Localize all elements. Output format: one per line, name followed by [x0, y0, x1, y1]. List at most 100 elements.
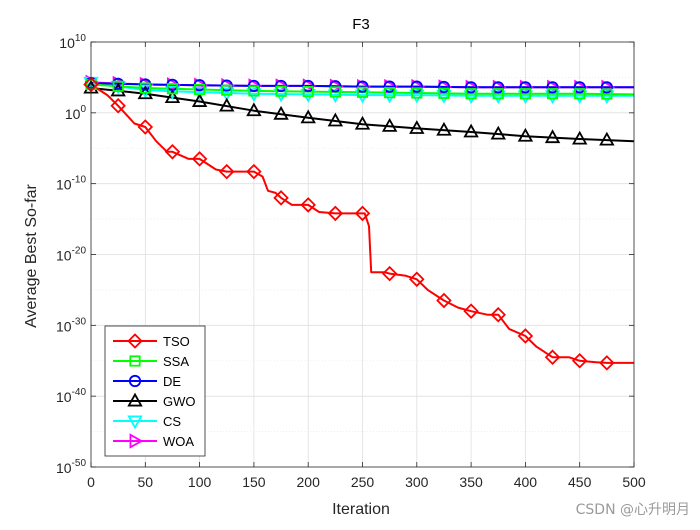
y-tick-label-exponent: -20: [72, 246, 87, 257]
marker-tso: [273, 190, 289, 206]
marker-gwo: [381, 117, 398, 132]
y-tick-label-exponent: 0: [80, 104, 86, 115]
marker-ssa: [438, 87, 450, 99]
x-tick-label: 450: [568, 474, 592, 490]
watermark: CSDN @心升明月: [575, 502, 690, 518]
marker-tso: [571, 352, 588, 369]
marker-gwo: [517, 127, 534, 142]
marker-tso: [409, 271, 425, 288]
marker-gwo: [191, 93, 208, 107]
marker-de: [356, 80, 369, 93]
y-tick-label-base: 10: [56, 248, 72, 264]
y-tick-label-base: 10: [65, 106, 81, 122]
marker-ssa: [546, 88, 559, 100]
x-tick-label: 50: [138, 474, 154, 490]
marker-de: [302, 79, 315, 93]
marker-de: [573, 81, 586, 94]
marker-cs: [599, 90, 615, 105]
marker-cs: [544, 90, 561, 105]
marker-gwo: [110, 82, 126, 97]
marker-gwo: [544, 129, 561, 144]
marker-ssa: [166, 83, 179, 95]
x-tick-label: 0: [87, 474, 95, 490]
marker-ssa: [139, 82, 151, 94]
marker-tso: [110, 97, 126, 114]
x-tick-label: 300: [405, 474, 429, 490]
y-tick-label-base: 10: [59, 35, 75, 51]
marker-de: [600, 81, 613, 94]
legend-item-de: DE: [113, 374, 181, 389]
marker-tso: [544, 349, 561, 365]
marker-cs: [571, 90, 588, 105]
marker-gwo: [463, 123, 479, 138]
marker-ssa: [465, 88, 477, 100]
series-markers: [83, 74, 616, 371]
legend-label: GWO: [163, 394, 196, 409]
marker-ssa: [356, 86, 369, 98]
legend-label: WOA: [163, 434, 194, 449]
y-tick-label-base: 10: [56, 460, 72, 476]
y-tick-label: 1010: [59, 33, 86, 51]
marker-cs: [164, 85, 181, 100]
marker-tso: [436, 292, 452, 309]
marker-tso: [218, 163, 235, 180]
legend-item-cs: CS: [113, 414, 181, 430]
marker-gwo: [409, 120, 425, 134]
marker-de: [492, 81, 505, 94]
marker-cs: [436, 90, 452, 104]
y-tick-label-base: 10: [56, 318, 72, 334]
x-tick-label: 200: [297, 474, 321, 490]
x-tick-label: 100: [188, 474, 212, 490]
y-tick-label-exponent: 10: [75, 33, 87, 44]
y-tick-label: 10-30: [56, 316, 86, 334]
series-line-gwo: [90, 87, 635, 143]
x-axis-label: Iteration: [332, 501, 390, 518]
marker-de: [410, 80, 423, 93]
legend-item-woa: WOA: [113, 433, 194, 449]
x-tick-label: 150: [242, 474, 266, 490]
marker-tso: [164, 144, 181, 160]
marker-ssa: [384, 87, 396, 99]
y-tick-label: 10-40: [56, 387, 86, 405]
marker-de: [437, 80, 451, 94]
marker-tso: [300, 197, 316, 213]
legend-marker-woa: [129, 433, 144, 449]
y-tick-label-exponent: -30: [72, 316, 87, 327]
marker-gwo: [164, 89, 181, 104]
marker-ssa: [329, 86, 341, 98]
legend-item-ssa: SSA: [113, 354, 189, 369]
y-tick-label: 10-10: [56, 175, 86, 193]
marker-gwo: [571, 130, 588, 145]
marker-gwo: [490, 125, 506, 140]
series-line-tso: [90, 83, 634, 364]
marker-tso: [381, 265, 398, 282]
marker-ssa: [519, 88, 531, 100]
marker-cs: [490, 90, 506, 105]
legend-box: [104, 325, 206, 457]
marker-tso: [490, 306, 507, 323]
x-tick-label: 250: [351, 474, 375, 490]
y-tick-label-base: 10: [56, 389, 72, 405]
marker-de: [519, 81, 532, 94]
marker-gwo: [436, 121, 452, 136]
marker-gwo: [327, 112, 344, 127]
marker-tso: [327, 205, 344, 222]
marker-tso: [137, 119, 154, 135]
x-tick-label: 350: [459, 474, 483, 490]
marker-tso: [463, 303, 479, 319]
marker-gwo: [219, 97, 235, 112]
marker-tso: [246, 163, 262, 180]
marker-ssa: [112, 80, 124, 92]
marker-tso: [191, 151, 208, 167]
marker-ssa: [302, 86, 314, 98]
y-tick-label: 10-50: [56, 458, 86, 476]
marker-tso: [517, 328, 534, 344]
series-line-cs: [90, 81, 634, 97]
marker-de: [383, 80, 396, 93]
legend-marker-ssa: [129, 355, 141, 367]
marker-gwo: [599, 131, 615, 146]
marker-cs: [517, 90, 534, 105]
